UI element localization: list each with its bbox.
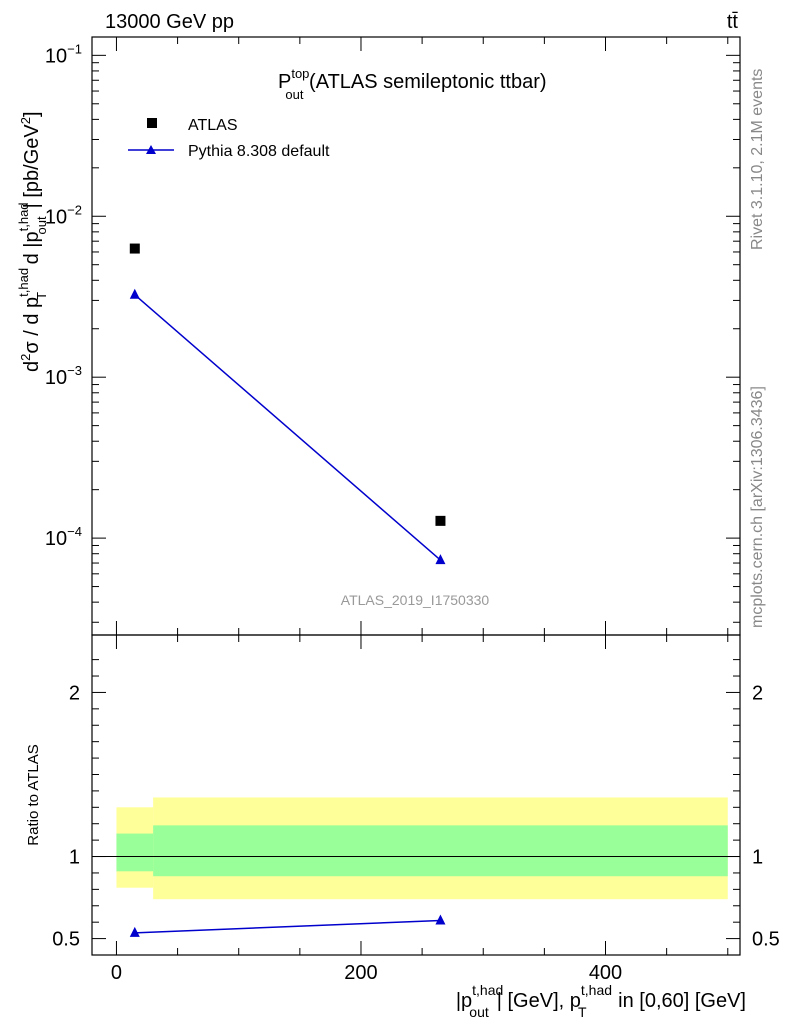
legend-pythia-label: Pythia 8.308 default bbox=[188, 143, 330, 160]
ratio-pythia-line bbox=[134, 919, 441, 934]
legend-atlas-label: ATLAS bbox=[188, 117, 238, 134]
process-label: tt̄ bbox=[727, 11, 739, 33]
x-tick-label: 200 bbox=[344, 962, 377, 984]
ratio-y-tick-label-right: 2 bbox=[752, 682, 763, 704]
pythia-point bbox=[129, 288, 140, 299]
atlas-point bbox=[129, 243, 140, 254]
atlas-point bbox=[435, 515, 446, 526]
ratio-y-tick-label-left: 2 bbox=[69, 682, 80, 704]
legend: ATLAS Pythia 8.308 default bbox=[128, 117, 330, 160]
ratio-frame bbox=[91, 634, 741, 956]
rivet-label: Rivet 3.1.10, 2.1M events bbox=[749, 69, 766, 250]
ratio-band-inner-0 bbox=[116, 833, 154, 872]
pythia-point bbox=[435, 554, 446, 565]
main-title-sup: top bbox=[291, 66, 309, 81]
main-y-tick-label: 10−2 bbox=[45, 202, 82, 228]
ratio-y-tick-label-right: 0.5 bbox=[752, 929, 780, 951]
x-axis-label: |pt,had out | [GeV], pt,had T in [0,60] [Ge… bbox=[456, 982, 746, 1020]
watermark: ATLAS_2019_I1750330 bbox=[341, 592, 490, 608]
x-tick-label: 0 bbox=[111, 962, 122, 984]
legend-atlas-marker bbox=[147, 118, 157, 128]
main-y-tick-label: 10−1 bbox=[45, 41, 82, 67]
main-title-base: P bbox=[278, 71, 291, 93]
legend-pythia-marker bbox=[146, 145, 156, 154]
ratio-plot: Ratio to ATLAS |pt,had out | [GeV], pt,had… bbox=[25, 634, 780, 1020]
ratio-y-tick-label-right: 1 bbox=[752, 847, 763, 869]
ratio-y-tick-label-left: 0.5 bbox=[52, 929, 80, 951]
pythia-line bbox=[134, 294, 441, 561]
ratio-ylabel: Ratio to ATLAS bbox=[25, 744, 42, 845]
mcplots-label: mcplots.cern.ch [arXiv:1306.3436] bbox=[749, 386, 766, 628]
main-title: Ptop out (ATLAS semileptonic ttbar) bbox=[278, 66, 547, 102]
x-tick-label: 400 bbox=[589, 962, 622, 984]
main-title-rest: (ATLAS semileptonic ttbar) bbox=[304, 71, 547, 93]
ratio-band-inner-1 bbox=[153, 825, 728, 877]
main-plot: Ptop out (ATLAS semileptonic ttbar) ATLAS… bbox=[16, 36, 741, 636]
ratio-pythia-point bbox=[435, 914, 446, 925]
energy-label: 13000 GeV pp bbox=[105, 11, 234, 33]
main-title-sub: out bbox=[285, 87, 303, 102]
main-ylabel: d2σ / d pt,had T d |pt,had out| [pb/GeV2] bbox=[16, 111, 49, 372]
main-y-tick-label: 10−3 bbox=[45, 363, 82, 389]
main-y-tick-label: 10−4 bbox=[45, 524, 82, 550]
ratio-y-tick-label-left: 1 bbox=[69, 847, 80, 869]
ratio-pythia-point bbox=[129, 926, 140, 937]
